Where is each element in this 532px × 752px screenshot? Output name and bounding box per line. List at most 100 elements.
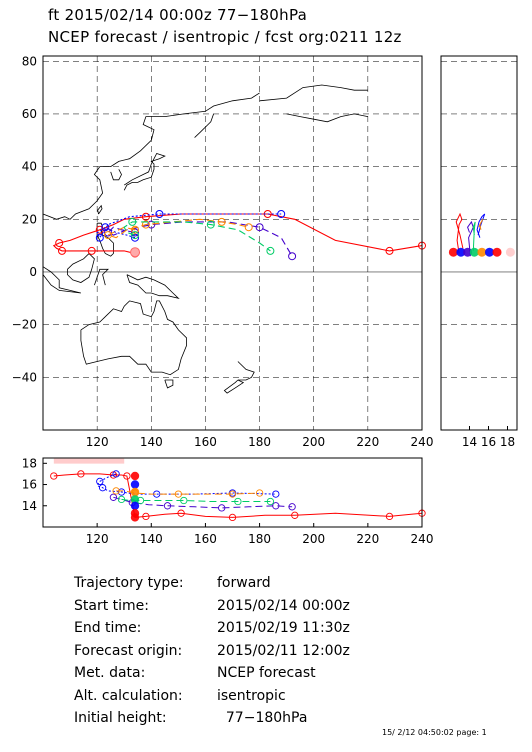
lh-x-tick-label: 160 xyxy=(194,532,217,546)
trajectory-marker xyxy=(155,210,164,218)
coastline-outline xyxy=(80,300,187,376)
lh-trajectory-marker xyxy=(385,512,394,521)
lat-start-marker xyxy=(469,247,479,257)
lh-trajectory-marker xyxy=(50,472,58,480)
trajectory-marker xyxy=(131,228,139,237)
info-value: isentropic xyxy=(217,687,286,704)
trajectory-marker xyxy=(128,217,137,226)
trajectory-marker xyxy=(217,217,226,226)
lat-x-tick-label: 14 xyxy=(462,435,477,449)
trajectory-marker xyxy=(277,210,286,218)
lh-trajectory-marker xyxy=(288,503,296,511)
coastline-outline xyxy=(286,113,368,123)
trajectory-marker xyxy=(288,252,297,261)
lh-trajectory-marker xyxy=(218,504,226,512)
coastline-outline xyxy=(123,153,166,191)
trajectory-marker xyxy=(206,220,215,229)
info-label: Start time: xyxy=(74,597,149,614)
map-y-tick-label: 0 xyxy=(29,265,37,279)
lat-start-marker xyxy=(456,247,466,257)
lh-trajectory-line xyxy=(116,490,260,495)
info-row-end: End time: 2015/02/19 11:30z xyxy=(74,617,350,640)
map-frame xyxy=(42,55,423,431)
coastline-outline xyxy=(97,204,103,215)
trajectory-marker xyxy=(55,239,64,247)
lh-trajectory-marker xyxy=(272,502,280,510)
info-value: 2015/02/11 12:00z xyxy=(217,642,350,659)
coastline-outline xyxy=(259,84,368,102)
lh-y-tick-label: 18 xyxy=(22,456,37,470)
lh-trajectory-marker xyxy=(163,502,172,510)
lat-x-tick-label: 16 xyxy=(481,435,496,449)
map-x-tick-label: 140 xyxy=(140,435,163,449)
lh-trajectory-marker xyxy=(177,509,185,517)
title-line-1: ft 2015/02/14 00:00z 77−180hPa xyxy=(48,6,308,24)
info-label: Trajectory type: xyxy=(74,575,184,591)
info-label: End time: xyxy=(74,620,142,636)
map-x-tick-label: 120 xyxy=(86,435,109,449)
trajectory-marker xyxy=(104,228,112,237)
lat-start-marker xyxy=(505,247,515,257)
coastline-outline xyxy=(194,113,214,138)
info-label: Alt. calculation: xyxy=(74,687,183,704)
lh-trajectory-marker xyxy=(291,511,299,519)
lat-start-marker xyxy=(492,247,502,257)
lh-trajectory-marker xyxy=(96,477,104,486)
lat-trajectory-line xyxy=(455,212,464,254)
trajectory-marker xyxy=(58,246,66,255)
lh-trajectory-marker xyxy=(77,470,85,478)
coastline-outline xyxy=(126,274,180,300)
lat-start-marker xyxy=(463,247,473,257)
trajectory-line xyxy=(52,213,423,255)
trajectory-marker xyxy=(131,225,139,234)
trajectory-marker xyxy=(131,233,139,242)
lh-trajectory-marker xyxy=(117,495,126,504)
info-label: Forecast origin: xyxy=(74,642,183,659)
lh-start-marker xyxy=(130,513,140,522)
coastline-outline xyxy=(42,266,81,294)
map-panel xyxy=(42,55,426,431)
lh-trajectory-marker xyxy=(266,497,275,506)
map-x-tick-label: 240 xyxy=(411,435,434,449)
latitude-panel-frame xyxy=(440,55,518,431)
lat-start-marker xyxy=(477,247,487,257)
trajectory-marker xyxy=(385,246,394,255)
lh-trajectory-marker xyxy=(255,489,264,497)
map-y-tick-label: 80 xyxy=(22,54,37,68)
lat-start-marker xyxy=(485,247,494,257)
lh-trajectory-marker xyxy=(117,488,126,496)
lh-y-tick-label: 16 xyxy=(22,478,37,492)
start-point-marker xyxy=(130,247,141,258)
lh-trajectory-marker xyxy=(174,490,183,498)
lh-x-tick-label: 180 xyxy=(248,532,271,546)
coastline-outline xyxy=(223,379,245,394)
trajectory-marker xyxy=(87,246,96,255)
info-row-alt: Alt. calculation: isentropic xyxy=(74,685,350,708)
lat-x-tick-label: 18 xyxy=(500,435,515,449)
lh-trajectory-marker xyxy=(112,470,120,478)
trajectory-marker xyxy=(95,233,104,242)
lh-panel-frame xyxy=(42,457,423,528)
trajectory-marker xyxy=(141,212,150,221)
info-row-met: Met. data: NCEP forecast xyxy=(74,662,350,685)
lh-trajectory-line xyxy=(121,498,271,502)
trajectory-line xyxy=(106,218,249,239)
lh-trajectory-marker xyxy=(272,490,280,498)
coastline-outline xyxy=(67,252,95,283)
trajectory-marker xyxy=(104,231,112,240)
trajectory-line xyxy=(123,221,271,252)
lat-trajectory-line xyxy=(472,221,476,251)
map-y-tick-label: 40 xyxy=(22,160,37,174)
trajectory-marker xyxy=(131,231,139,240)
trajectory-marker xyxy=(141,220,150,229)
lh-trajectory-line xyxy=(113,496,293,509)
coastline-outline xyxy=(94,268,109,286)
lh-start-marker xyxy=(130,501,140,510)
info-row-origin: Forecast origin: 2015/02/11 12:00z xyxy=(74,640,350,663)
lh-trajectory-marker xyxy=(109,493,118,501)
lh-trajectory-marker xyxy=(228,490,237,498)
info-value: 2015/02/19 11:30z xyxy=(217,620,350,636)
map-y-tick-label: 60 xyxy=(22,107,37,121)
trajectory-info: Trajectory type: forward Start time: 2015/… xyxy=(74,572,350,730)
lh-x-tick-label: 120 xyxy=(86,532,109,546)
